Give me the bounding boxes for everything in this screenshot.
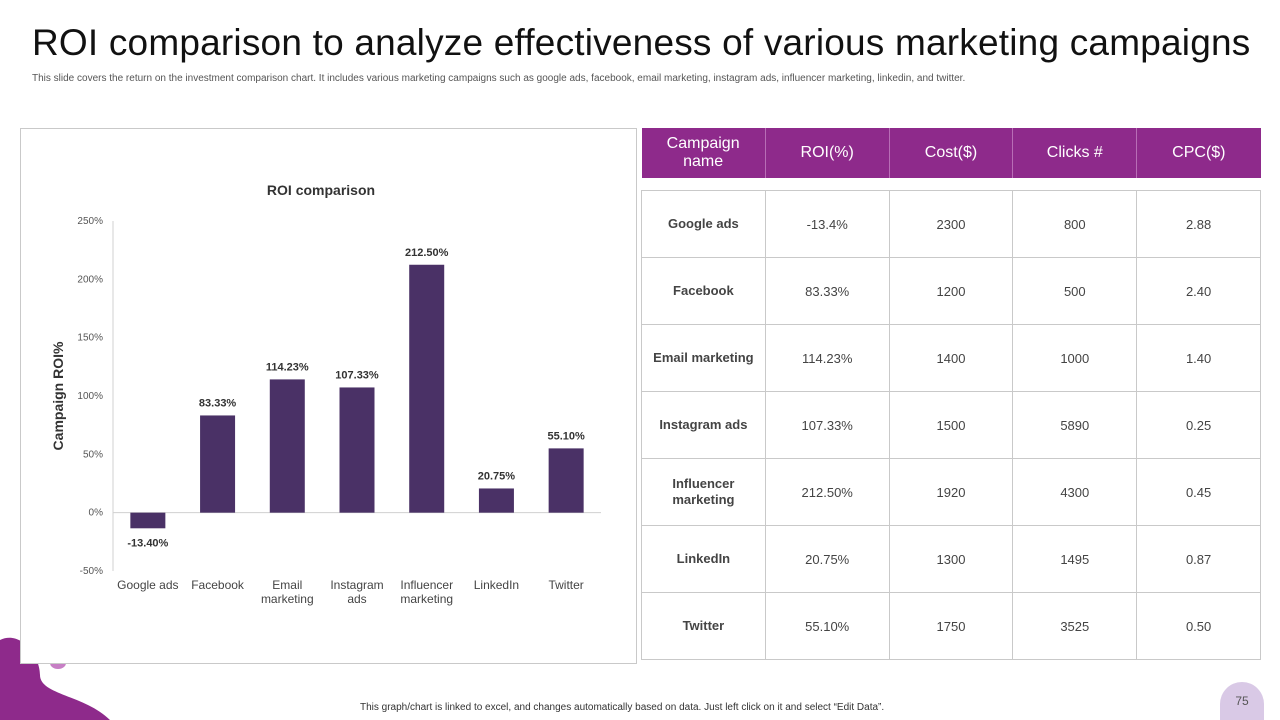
table-row: LinkedIn 20.75% 1300 1495 0.87 xyxy=(641,525,1261,593)
x-tick-label: marketing xyxy=(400,592,453,606)
cell-cpc: 0.25 xyxy=(1136,391,1261,459)
cell-cost: 1920 xyxy=(888,458,1014,526)
table-row: Influencer marketing 212.50% 1920 4300 0… xyxy=(641,458,1261,526)
cell-clicks: 3525 xyxy=(1012,592,1138,660)
table-row: Twitter 55.10% 1750 3525 0.50 xyxy=(641,592,1261,660)
cell-cost: 2300 xyxy=(888,190,1014,258)
x-tick-label: Facebook xyxy=(191,578,245,592)
data-label: 55.10% xyxy=(547,430,585,442)
cell-roi: 20.75% xyxy=(764,525,890,593)
cell-clicks: 500 xyxy=(1012,257,1138,325)
cell-campaign-name: Instagram ads xyxy=(641,391,766,459)
y-tick-label: -50% xyxy=(80,566,103,577)
x-tick-label: LinkedIn xyxy=(474,578,519,592)
cell-clicks: 5890 xyxy=(1012,391,1138,459)
cell-roi: -13.4% xyxy=(764,190,890,258)
data-label: 83.33% xyxy=(199,397,237,409)
cell-campaign-name: Influencer marketing xyxy=(641,458,766,526)
data-label: 212.50% xyxy=(405,247,449,259)
roi-chart[interactable]: ROI comparison Campaign ROI% 250% 200% 150% 1… xyxy=(20,128,637,664)
cell-roi: 83.33% xyxy=(764,257,890,325)
data-label: 20.75% xyxy=(478,470,516,482)
cell-cost: 1750 xyxy=(888,592,1014,660)
x-tick-label: Twitter xyxy=(548,578,583,592)
bar-4 xyxy=(409,264,445,513)
bar-2 xyxy=(269,379,305,513)
table-header-row: Campaign name ROI(%) Cost($) Clicks # CP… xyxy=(641,128,1261,178)
cell-cpc: 0.50 xyxy=(1136,592,1261,660)
cell-cpc: 0.87 xyxy=(1136,525,1261,593)
chart-title: ROI comparison xyxy=(267,182,375,198)
x-tick-label: ads xyxy=(347,592,366,606)
table-row: Email marketing 114.23% 1400 1000 1.40 xyxy=(641,324,1261,392)
cell-clicks: 4300 xyxy=(1012,458,1138,526)
data-label: 107.33% xyxy=(335,369,379,381)
cell-campaign-name: Email marketing xyxy=(641,324,766,392)
header-cost: Cost($) xyxy=(888,128,1013,178)
y-tick-label: 50% xyxy=(83,449,103,460)
page-subtitle: This slide covers the return on the inve… xyxy=(32,73,966,84)
cell-cost: 1400 xyxy=(888,324,1014,392)
cell-campaign-name: Facebook xyxy=(641,257,766,325)
header-cpc: CPC($) xyxy=(1136,128,1261,178)
cell-cpc: 1.40 xyxy=(1136,324,1261,392)
table-row: Google ads -13.4% 2300 800 2.88 xyxy=(641,190,1261,258)
cell-campaign-name: Google ads xyxy=(641,190,766,258)
table-spacer xyxy=(642,178,1261,191)
cell-clicks: 800 xyxy=(1012,190,1138,258)
cell-cost: 1300 xyxy=(888,525,1014,593)
table-row: Facebook 83.33% 1200 500 2.40 xyxy=(641,257,1261,325)
cell-roi: 114.23% xyxy=(764,324,890,392)
x-tick-label: marketing xyxy=(261,592,314,606)
header-campaign-name: Campaign name xyxy=(641,128,766,178)
cell-campaign-name: Twitter xyxy=(641,592,766,660)
cell-roi: 107.33% xyxy=(764,391,890,459)
bar-0 xyxy=(130,512,166,529)
y-tick-label: 0% xyxy=(89,508,104,519)
x-tick-label: Google ads xyxy=(117,578,178,592)
data-label: 114.23% xyxy=(266,361,309,373)
y-tick-label: 250% xyxy=(77,216,103,227)
table-row: Instagram ads 107.33% 1500 5890 0.25 xyxy=(641,391,1261,459)
bar-1 xyxy=(200,415,236,513)
cell-cpc: 2.40 xyxy=(1136,257,1261,325)
footer-note: This graph/chart is linked to excel, and… xyxy=(360,702,885,713)
cell-clicks: 1000 xyxy=(1012,324,1138,392)
cell-cpc: 2.88 xyxy=(1136,190,1261,258)
header-clicks: Clicks # xyxy=(1012,128,1137,178)
cell-roi: 55.10% xyxy=(764,592,890,660)
roi-bar-chart-svg: ROI comparison Campaign ROI% 250% 200% 150% 1… xyxy=(50,182,601,606)
data-label: -13.40% xyxy=(127,537,168,549)
y-tick-label: 150% xyxy=(77,333,103,344)
campaign-table: Campaign name ROI(%) Cost($) Clicks # CP… xyxy=(641,128,1261,660)
cell-cpc: 0.45 xyxy=(1136,458,1261,526)
bar-6 xyxy=(548,448,584,513)
cell-clicks: 1495 xyxy=(1012,525,1138,593)
bar-5 xyxy=(478,488,514,513)
cell-cost: 1200 xyxy=(888,257,1014,325)
cell-roi: 212.50% xyxy=(764,458,890,526)
x-tick-label: Influencer xyxy=(400,578,453,592)
bar-3 xyxy=(339,387,375,513)
cell-cost: 1500 xyxy=(888,391,1014,459)
x-tick-label: Email xyxy=(272,578,302,592)
cell-campaign-name: LinkedIn xyxy=(641,525,766,593)
page-number-badge: 75 xyxy=(1220,682,1264,720)
y-tick-label: 200% xyxy=(77,274,103,285)
y-tick-label: 100% xyxy=(77,391,103,402)
y-axis-label: Campaign ROI% xyxy=(50,341,66,450)
x-tick-label: Instagram xyxy=(330,578,383,592)
page-title: ROI comparison to analyze effectiveness … xyxy=(32,22,1251,63)
header-roi: ROI(%) xyxy=(764,128,890,178)
